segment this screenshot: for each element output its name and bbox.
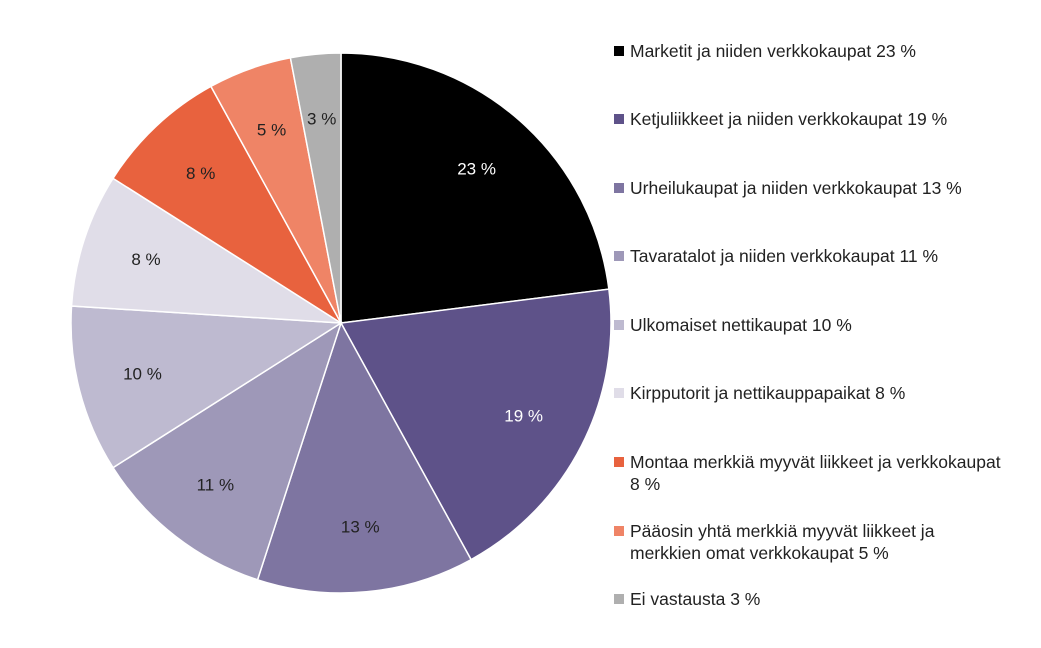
legend-swatch	[614, 114, 624, 124]
legend-label: Ulkomaiset nettikaupat 10 %	[630, 315, 852, 335]
legend-item-8: Pääosin yhtä merkkiä myyvät liikkeet ja m…	[614, 520, 1034, 564]
pie-slice-9	[289, 52, 342, 324]
legend-item-7: Montaa merkkiä myyvät liikkeet ja verkko…	[614, 451, 1034, 495]
legend-item-9: Ei vastausta 3 %	[614, 588, 1034, 610]
legend-label: Ketjuliikkeet ja niiden verkkokaupat 19 …	[630, 109, 948, 129]
legend-item-6: Kirpputorit ja nettikauppapaikat 8 %	[614, 382, 1034, 404]
legend-swatch	[614, 320, 624, 330]
legend-swatch	[614, 457, 624, 467]
legend-swatch	[614, 594, 624, 604]
pie-slice-3	[256, 321, 473, 594]
slice-data-label-6: 8 %	[131, 250, 160, 269]
pie-slice-1	[340, 52, 610, 324]
legend-item-3: Urheilukaupat ja niiden verkkokaupat 13 …	[614, 177, 1034, 199]
legend-item-5: Ulkomaiset nettikaupat 10 %	[614, 314, 1034, 336]
legend-swatch	[614, 251, 624, 261]
pie-slice-7	[111, 85, 342, 324]
legend-swatch	[614, 526, 624, 536]
slice-data-label-5: 10 %	[123, 364, 162, 383]
legend-swatch	[614, 388, 624, 398]
legend-label: Montaa merkkiä myyvät liikkeet ja verkko…	[630, 452, 1001, 494]
pie-slice-4	[111, 321, 343, 581]
pie-slice-5	[70, 305, 344, 469]
legend-label: Kirpputorit ja nettikauppapaikat 8 %	[630, 383, 906, 403]
legend-item-2: Ketjuliikkeet ja niiden verkkokaupat 19 …	[614, 108, 1034, 130]
slice-data-label-4: 11 %	[197, 475, 235, 494]
legend-label: Ei vastausta 3 %	[630, 589, 761, 609]
slice-data-label-1: 23 %	[457, 160, 496, 179]
legend-swatch	[614, 183, 624, 193]
pie-slice-6	[70, 177, 342, 324]
slice-data-label-3: 13 %	[341, 518, 380, 537]
legend-label: Pääosin yhtä merkkiä myyvät liikkeet ja m…	[630, 521, 935, 563]
pie-slice-2	[339, 288, 612, 561]
legend-item-4: Tavaratalot ja niiden verkkokaupat 11 %	[614, 245, 1034, 267]
legend-item-1: Marketit ja niiden verkkokaupat 23 %	[614, 40, 1034, 62]
slice-data-label-9: 3 %	[307, 109, 336, 128]
legend-swatch	[614, 46, 624, 56]
slice-data-label-8: 5 %	[257, 121, 286, 140]
legend-label: Tavaratalot ja niiden verkkokaupat 11 %	[630, 246, 939, 266]
legend-label: Urheilukaupat ja niiden verkkokaupat 13 …	[630, 178, 962, 198]
slice-data-label-7: 8 %	[186, 164, 215, 183]
legend-label: Marketit ja niiden verkkokaupat 23 %	[630, 41, 916, 61]
slice-data-label-2: 19 %	[504, 407, 543, 426]
